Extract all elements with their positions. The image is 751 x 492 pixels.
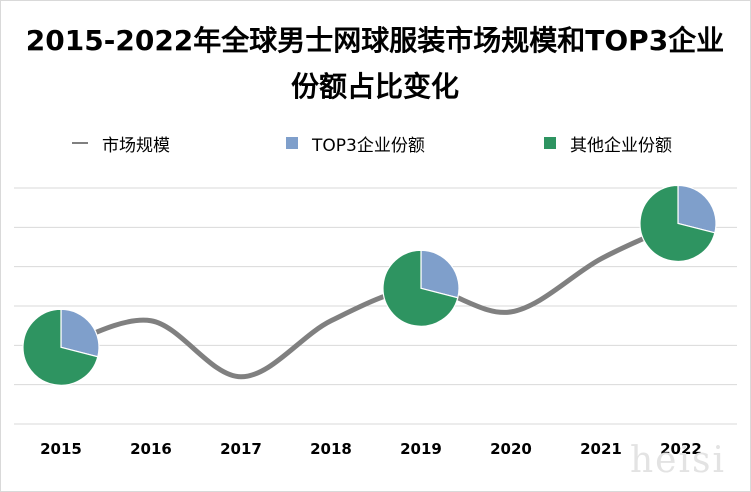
legend-item-other-share: 其他企业份额 (544, 128, 672, 158)
pie-slice-2015-other (22, 308, 99, 386)
chart-title: 2015-2022年全球男士网球服装市场规模和TOP3企业份额占比变化 (25, 24, 725, 103)
legend-swatch-other (544, 137, 556, 149)
pie-slice-2022-other (639, 184, 716, 262)
legend-line-swatch (72, 142, 88, 144)
x-tick-label: 2019 (400, 440, 442, 458)
legend-label-market-size: 市场规模 (102, 135, 170, 156)
watermark-text: heisi (630, 440, 726, 481)
pie-slice-2022-top3 (677, 184, 717, 234)
chart-legend: 市场规模 TOP3企业份额 其他企业份额 (0, 128, 751, 158)
x-tick-label: 2016 (130, 440, 172, 458)
x-tick-label: 2021 (580, 440, 622, 458)
x-tick-label: 2017 (220, 440, 262, 458)
legend-item-top3-share: TOP3企业份额 (286, 128, 425, 158)
x-tick-label: 2018 (310, 440, 352, 458)
legend-label-other-share: 其他企业份额 (570, 135, 672, 156)
legend-label-top3-share: TOP3企业份额 (312, 135, 425, 156)
pie-slice-2019-top3 (420, 249, 460, 299)
x-tick-label: 2022 (660, 440, 702, 458)
pie-slice-2015-top3 (60, 308, 100, 358)
series-line-market-size (58, 220, 681, 380)
pie-slice-2019-other (382, 249, 459, 327)
legend-swatch-top3 (286, 137, 298, 149)
x-tick-label: 2020 (490, 440, 532, 458)
legend-item-market-size: 市场规模 (72, 128, 170, 158)
x-tick-label: 2015 (40, 440, 82, 458)
